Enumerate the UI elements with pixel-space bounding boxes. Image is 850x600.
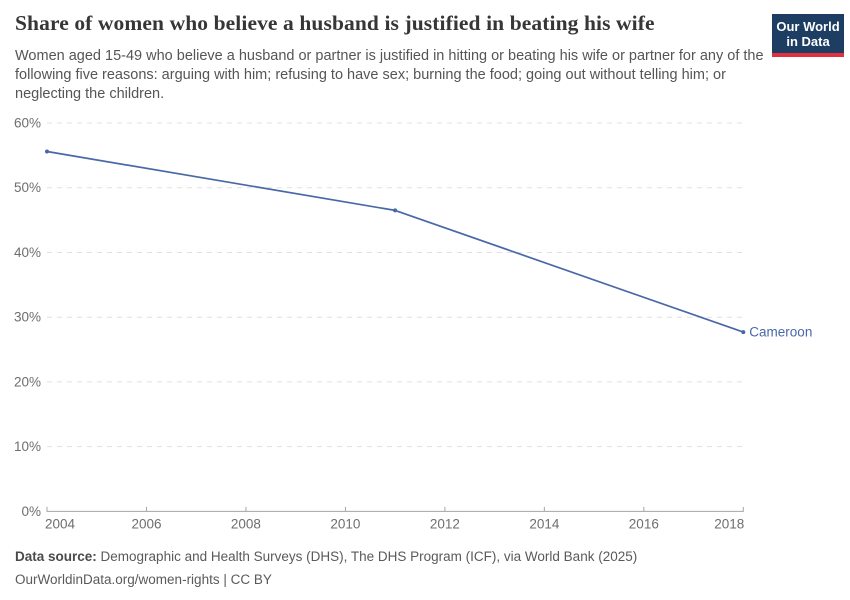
x-axis-tick-label: 2008 [231, 516, 261, 531]
x-axis-tick-label: 2018 [714, 516, 744, 531]
line-chart-plot[interactable]: 0% 10% 20% 30% 40% 50% 60% 2004 2006 2008 2010 2012… [0, 0, 850, 545]
x-axis-tick-label: 2014 [529, 516, 560, 531]
chart-title: Share of women who believe a husband is … [15, 11, 655, 35]
attribution-line: OurWorldinData.org/women-rights | CC BY [15, 572, 272, 587]
owid-logo-line1: Our World [776, 19, 840, 34]
chart-footer: Data source: Demographic and Health Surv… [15, 547, 815, 589]
data-source-label: Data source: [15, 549, 97, 564]
x-axis-tick-label: 2012 [430, 516, 460, 531]
x-axis-tick-label: 2010 [330, 516, 360, 531]
series-label: Cameroon [749, 325, 812, 340]
data-point[interactable] [741, 330, 746, 335]
data-source-text: Demographic and Health Surveys (DHS), Th… [96, 549, 638, 564]
y-axis-tick-label: 10% [14, 439, 41, 454]
y-axis-tick-label: 20% [14, 374, 41, 389]
data-point[interactable] [45, 149, 49, 154]
series-line[interactable] [46, 150, 745, 333]
y-axis-tick-label: 30% [14, 310, 41, 325]
y-axis-tick-label: 0% [21, 504, 41, 519]
data-source-line: Data source: Demographic and Health Surv… [15, 547, 815, 566]
y-axis-tick-label: 50% [14, 180, 41, 195]
y-axis-tick-label: 60% [14, 116, 41, 131]
y-axis-tick-label: 40% [14, 245, 41, 260]
owid-logo: Our World in Data [772, 14, 844, 57]
owid-logo-line2: in Data [786, 34, 830, 49]
x-axis-tick-label: 2006 [131, 516, 161, 531]
x-axis-tick-label: 2004 [45, 516, 76, 531]
data-point[interactable] [393, 208, 398, 213]
x-axis-tick-label: 2016 [629, 516, 659, 531]
chart-subtitle: Women aged 15-49 who believe a husband o… [15, 48, 764, 102]
